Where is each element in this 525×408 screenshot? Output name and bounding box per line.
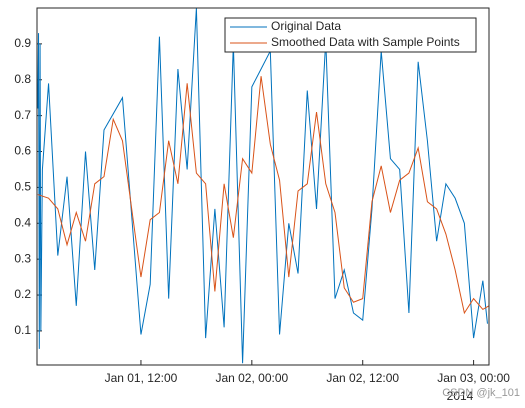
- watermark: CSDN @jk_101: [442, 387, 520, 399]
- y-tick-label: 0.7: [14, 108, 31, 122]
- series-line: [37, 7, 488, 364]
- axes-box: [36, 7, 490, 366]
- y-tick-label: 0.1: [14, 323, 31, 337]
- y-tick-label: 0.5: [14, 180, 31, 194]
- x-tick-label: Jan 03, 00:00: [437, 371, 510, 385]
- x-tick-label: Jan 02, 00:00: [215, 371, 288, 385]
- legend-box: [224, 17, 477, 53]
- y-tick-label: 0.3: [14, 251, 31, 265]
- y-tick-label: 0.8: [14, 72, 31, 86]
- plot-area: [37, 8, 489, 365]
- x-tick-label: Jan 01, 12:00: [105, 371, 178, 385]
- legend-label: Original Data: [271, 19, 341, 33]
- x-tick-label: Jan 02, 12:00: [326, 371, 399, 385]
- series-line: [37, 76, 490, 315]
- legend-label: Smoothed Data with Sample Points: [271, 35, 460, 49]
- y-tick-label: 0.2: [14, 287, 31, 301]
- x-year-label: 2014: [447, 389, 474, 403]
- y-tick-label: 0.4: [14, 215, 31, 229]
- y-tick-label: 0.9: [14, 36, 31, 50]
- y-tick-label: 0.6: [14, 144, 31, 158]
